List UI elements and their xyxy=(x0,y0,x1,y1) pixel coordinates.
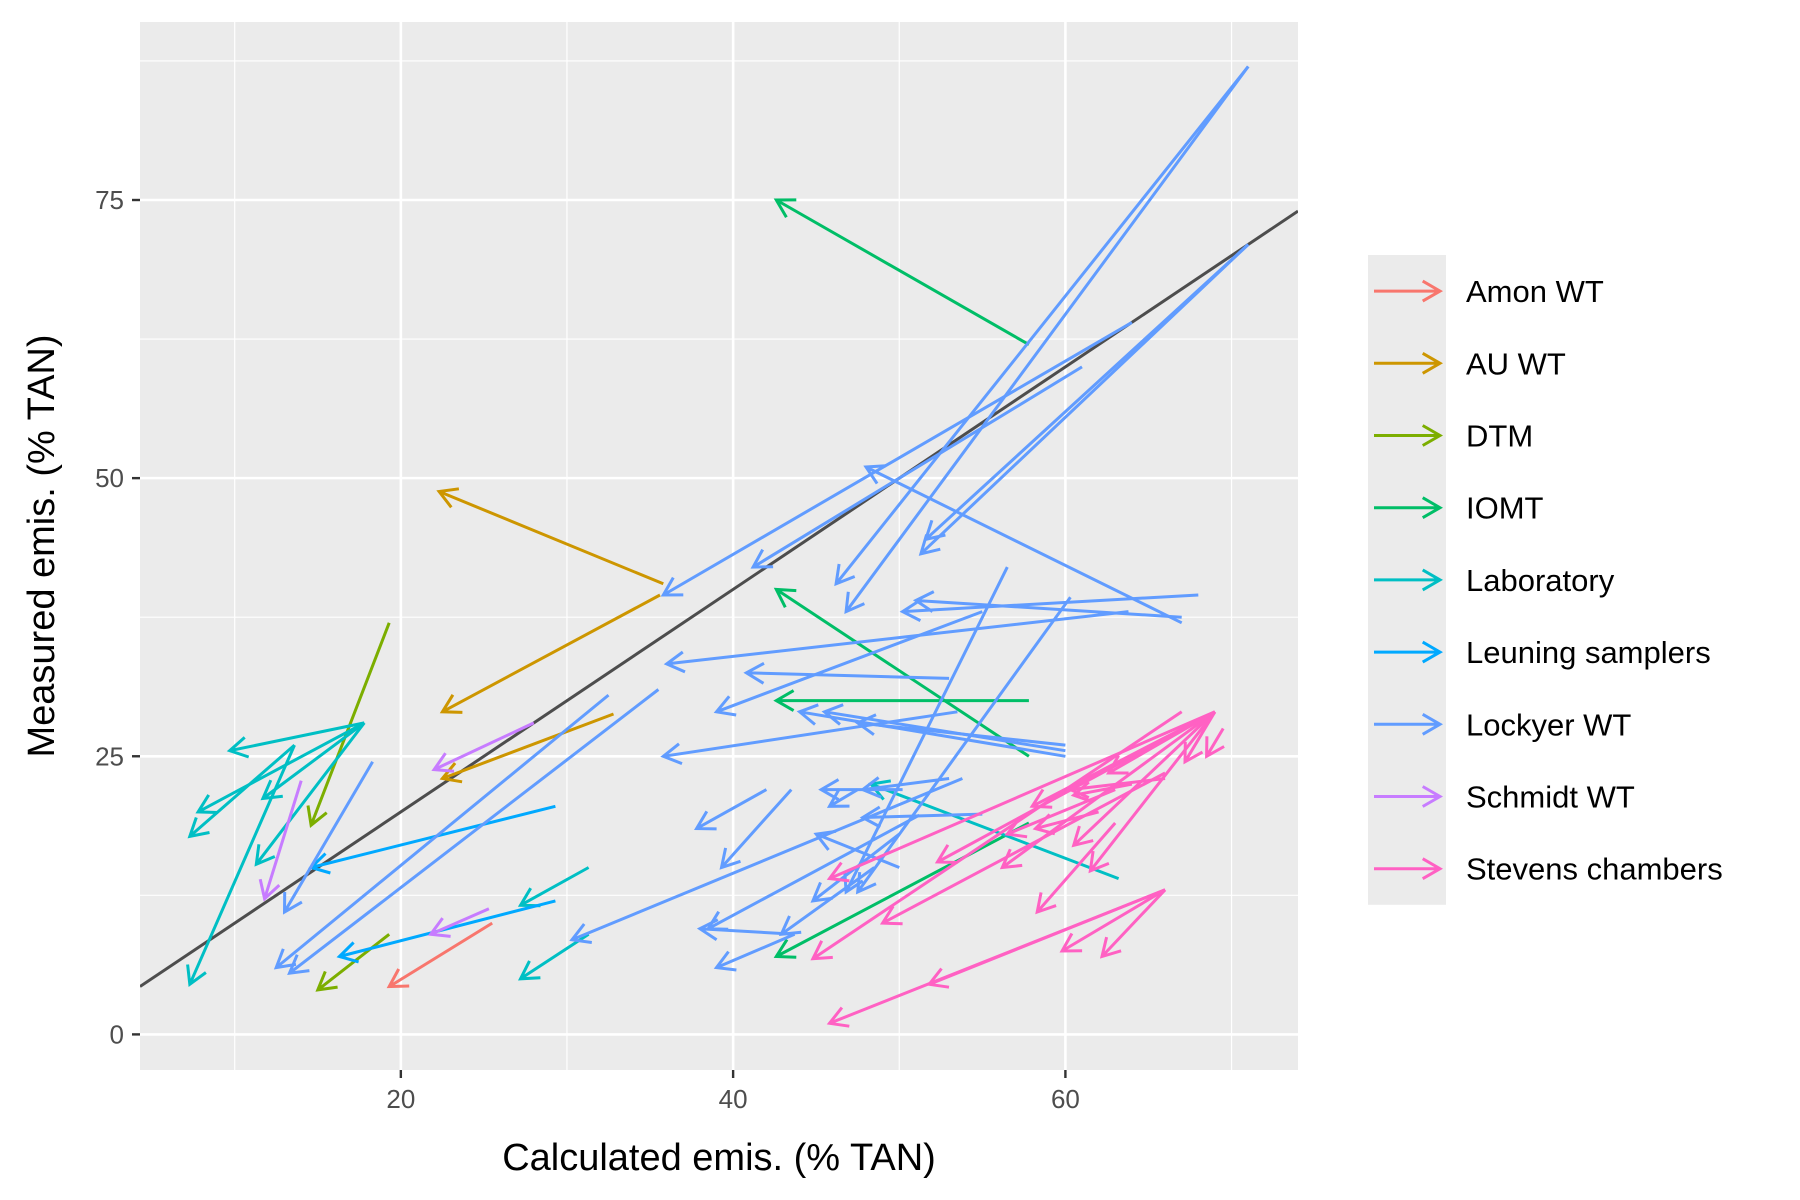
x-tick-label: 20 xyxy=(386,1084,415,1114)
legend-key-lockyer-wt xyxy=(1374,713,1443,736)
arrow-lockyer-wt-28 xyxy=(818,778,903,801)
arrow-stevens-chambers-12 xyxy=(1035,822,1117,915)
arrow-stevens-chambers-19 xyxy=(1099,888,1167,959)
y-tick-label: 25 xyxy=(95,741,124,771)
arrow-amon-wt-1 xyxy=(386,921,493,989)
legend-label-laboratory: Laboratory xyxy=(1466,563,1615,598)
legend-label-schmidt-wt: Schmidt WT xyxy=(1466,780,1635,815)
y-tick-label: 75 xyxy=(95,185,124,215)
x-axis-title: Calculated emis. (% TAN) xyxy=(502,1137,936,1179)
arrow-lockyer-wt-34 xyxy=(282,761,374,915)
arrow-lockyer-wt-2 xyxy=(844,65,1250,615)
arrow-lockyer-wt-7 xyxy=(863,464,1183,625)
arrow-au-wt-1 xyxy=(436,487,664,586)
legend-label-au-wt: AU WT xyxy=(1466,346,1566,381)
arrow-lockyer-wt-27 xyxy=(693,788,768,831)
arrow-lockyer-wt-4 xyxy=(923,243,1250,542)
arrow-lockyer-wt-29 xyxy=(826,788,859,808)
reference-line-layer xyxy=(140,209,1298,988)
arrow-lockyer-wt-16 xyxy=(796,703,1066,758)
arrow-au-wt-3 xyxy=(439,712,615,784)
arrows-layer xyxy=(186,65,1250,1028)
arrow-laboratory-2 xyxy=(195,721,366,814)
arrow-dtm-1 xyxy=(306,622,391,828)
arrow-lockyer-wt-14 xyxy=(743,661,950,685)
x-axis: 20 40 60 xyxy=(386,1070,1080,1114)
arrow-laboratory-3 xyxy=(260,721,366,801)
legend-label-stevens-chambers: Stevens chambers xyxy=(1466,852,1723,887)
arrow-stevens-chambers-10 xyxy=(879,771,1166,926)
arrow-stevens-chambers-14 xyxy=(1032,810,1099,836)
x-tick-label: 60 xyxy=(1051,1084,1080,1114)
arrow-lockyer-wt-26 xyxy=(719,788,793,870)
legend-key-iomt xyxy=(1374,496,1443,519)
arrow-lockyer-wt-18 xyxy=(854,713,1066,747)
arrow-laboratory-6 xyxy=(186,744,296,988)
arrow-laboratory-4 xyxy=(254,721,366,867)
x-tick-label: 40 xyxy=(719,1084,748,1114)
arrow-lockyer-wt-30 xyxy=(696,918,795,941)
arrow-lockyer-wt-24 xyxy=(813,829,900,869)
arrow-stevens-chambers-17 xyxy=(926,888,1166,989)
arrow-iomt-4 xyxy=(773,821,1030,959)
arrow-iomt-3 xyxy=(773,689,1029,712)
arrow-lockyer-wt-33 xyxy=(273,693,610,970)
legend-key-dtm xyxy=(1374,424,1443,447)
arrow-lockyer-wt-21 xyxy=(569,777,963,944)
arrow-lockyer-wt-32 xyxy=(287,688,660,976)
arrow-lockyer-wt-5 xyxy=(660,321,1133,597)
arrow-laboratory-5 xyxy=(187,743,296,839)
arrow-lockyer-wt-6 xyxy=(750,365,1083,569)
arrow-schmidt-wt-2 xyxy=(258,780,303,902)
arrow-dtm-2 xyxy=(315,933,391,992)
arrow-lockyer-wt-20 xyxy=(859,805,983,829)
arrow-iomt-1 xyxy=(773,198,1030,346)
legend-label-leuning-samplers: Leuning samplers xyxy=(1466,635,1711,670)
arrow-stevens-chambers-18 xyxy=(1059,888,1166,953)
arrow-stevens-chambers-8 xyxy=(1088,710,1217,874)
arrow-au-wt-2 xyxy=(439,593,661,714)
y-tick-label: 0 xyxy=(110,1019,124,1049)
arrow-lockyer-wt-13 xyxy=(713,610,983,717)
arrow-lockyer-wt-15 xyxy=(660,710,958,765)
legend-key-au-wt xyxy=(1374,352,1443,375)
y-tick-label: 50 xyxy=(95,463,124,493)
arrow-leuning-samplers-2 xyxy=(336,899,556,964)
legend-key-amon-wt xyxy=(1374,279,1443,303)
arrow-iomt-2 xyxy=(773,587,1030,758)
legend-label-iomt: IOMT xyxy=(1466,491,1544,526)
arrow-lockyer-wt-8 xyxy=(899,593,1199,622)
arrow-lockyer-wt-9 xyxy=(912,590,1182,619)
legend: Amon WT AU WT DTM IOMT Laboratory Leuning sam… xyxy=(1368,255,1723,905)
legend-label-dtm: DTM xyxy=(1466,419,1533,454)
y-axis: 0 25 50 75 xyxy=(95,185,140,1049)
arrow-stevens-chambers-9 xyxy=(810,710,1183,961)
arrow-stevens-chambers-15 xyxy=(1070,780,1133,804)
legend-key-schmidt-wt xyxy=(1374,785,1443,808)
arrow-stevens-chambers-5 xyxy=(1071,710,1216,848)
arrow-lockyer-wt-10 xyxy=(663,610,1129,674)
legend-key-laboratory xyxy=(1374,568,1443,592)
arrow-stevens-chambers-11 xyxy=(1004,788,1116,839)
identity-reference-line xyxy=(140,209,1298,988)
arrow-stevens-chambers-1 xyxy=(826,710,1216,883)
arrow-lockyer-wt-31 xyxy=(713,932,796,972)
y-axis-title: Measured emis. (% TAN) xyxy=(21,334,63,757)
legend-label-lockyer-wt: Lockyer WT xyxy=(1466,707,1631,742)
legend-label-amon-wt: Amon WT xyxy=(1466,274,1604,309)
arrow-schmidt-wt-3 xyxy=(427,907,490,938)
arrow-stevens-chambers-20 xyxy=(1205,727,1225,759)
arrow-stevens-chambers-6 xyxy=(1106,710,1216,775)
legend-key-stevens-chambers xyxy=(1374,857,1443,880)
legend-key-leuning-samplers xyxy=(1374,640,1443,664)
arrow-schmidt-wt-1 xyxy=(431,721,535,773)
arrow-laboratory-1 xyxy=(226,721,365,759)
arrow-lockyer-wt-1 xyxy=(834,65,1250,587)
major-gridlines xyxy=(140,22,1298,1070)
